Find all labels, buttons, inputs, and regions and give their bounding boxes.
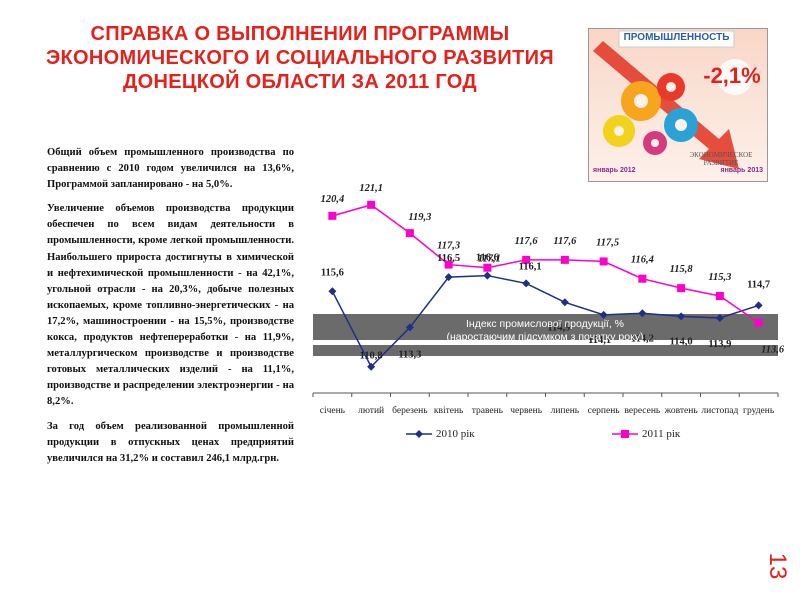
data-point — [367, 200, 376, 209]
promo-header: ПРОМЫШЛЕННОСТЬ — [623, 32, 730, 43]
x-tick-label: лютий — [358, 405, 384, 416]
data-label: 115,8 — [670, 264, 694, 275]
data-point — [405, 323, 414, 332]
industry-illustration: ПРОМЫШЛЕННОСТЬ -2,1% ЭКОНОМИЧЕСКОЕ РАЗВИ… — [588, 28, 768, 182]
x-tick-label: березень — [392, 405, 428, 416]
legend-label-2011: 2011 рік — [642, 428, 681, 440]
data-point — [483, 271, 492, 280]
data-point — [638, 274, 647, 283]
x-tick-label: червень — [510, 406, 542, 416]
chart-title-band-top — [313, 314, 778, 340]
promo-left-date: январь 2012 — [593, 167, 636, 174]
data-point — [328, 287, 337, 296]
summary-text: Общий объем промышленного производства п… — [47, 145, 294, 475]
legend-label-2010: 2010 рік — [436, 428, 475, 440]
data-point — [599, 310, 608, 319]
data-point — [754, 301, 763, 310]
x-tick-label: серпень — [588, 406, 621, 416]
data-label: 116,5 — [437, 253, 460, 264]
data-label: 110,8 — [360, 351, 383, 362]
data-label: 114,7 — [747, 279, 770, 290]
legend-item-2011: 2011 рік — [612, 428, 680, 440]
legend-marker-2011 — [612, 430, 638, 438]
chart-title-line-2: (наростаючим підсумком з початку року) — [446, 331, 643, 343]
x-tick-label: листопад — [701, 406, 738, 416]
data-label: 116,4 — [631, 255, 654, 266]
data-label: 120,4 — [321, 194, 345, 205]
legend-marker-2010 — [406, 430, 432, 438]
x-tick-label: жовтень — [664, 406, 699, 416]
data-label: 119,3 — [408, 212, 431, 223]
page-number: 13 — [764, 552, 791, 580]
x-tick-label: січень — [320, 406, 346, 416]
data-point — [522, 279, 531, 288]
industrial-index-chart: січень лютий березень квітень травень червень… — [312, 183, 785, 416]
promo-percent: -2,1% — [703, 63, 761, 88]
data-label: 114,9 — [547, 322, 570, 333]
data-point — [367, 362, 376, 371]
gear-orange-icon — [621, 81, 661, 121]
data-label: 114,2 — [631, 333, 654, 344]
x-tick-label: липень — [551, 406, 580, 416]
data-point — [522, 255, 531, 264]
slide-title: СПРАВКА О ВЫПОЛНЕНИИ ПРОГРАММЫ ЭКОНОМИЧЕ… — [46, 23, 554, 93]
data-label: 117,3 — [437, 241, 460, 252]
data-label: 113,9 — [708, 339, 731, 350]
x-tick-label: травень — [472, 406, 504, 416]
promo-caption: ЭКОНОМИЧЕСКОЕ РАЗВИТИЕ — [689, 151, 753, 167]
summary-paragraph-2: Увеличение объемов производства продукци… — [47, 203, 294, 408]
data-label: 115,6 — [321, 267, 344, 278]
data-label: 121,1 — [359, 183, 383, 194]
data-point — [638, 309, 647, 318]
summary-paragraph-1: Общий объем промышленного производства п… — [47, 147, 294, 191]
data-label: 115,3 — [708, 272, 731, 283]
data-point — [483, 263, 492, 272]
data-label: 116,1 — [519, 261, 542, 272]
series-line-0 — [331, 274, 759, 368]
legend-item-2010: 2010 рік — [406, 428, 475, 440]
x-tick-label: вересень — [624, 406, 660, 416]
data-label: 113,3 — [398, 349, 421, 360]
gear-pink-icon — [643, 131, 667, 155]
promo-right-date: январь 2013 — [720, 167, 763, 174]
data-label: 113,6 — [761, 345, 785, 356]
data-point — [754, 318, 763, 327]
data-point — [599, 257, 608, 266]
x-tick-label: квітень — [434, 406, 464, 416]
chart-title-band-bottom — [313, 345, 778, 356]
data-point — [328, 211, 337, 220]
data-label: 117,6 — [515, 236, 539, 247]
gears-icon — [589, 29, 767, 181]
data-label: 114,0 — [670, 336, 693, 347]
data-label: 117,6 — [553, 236, 577, 247]
gear-blue-icon — [664, 108, 698, 142]
data-label: 116,6 — [476, 253, 499, 264]
gear-red-icon — [657, 73, 685, 101]
data-point — [677, 284, 686, 293]
data-point — [444, 273, 453, 282]
series-line-1 — [332, 204, 760, 324]
data-point — [677, 312, 686, 321]
data-point — [405, 229, 414, 238]
data-point — [715, 292, 724, 300]
data-label: 117,5 — [596, 237, 619, 248]
x-tick-label: грудень — [743, 406, 775, 416]
data-label: 117,1 — [478, 254, 501, 265]
chart-title-line-1: Індекс промислової продукції, % — [466, 318, 624, 330]
data-point — [715, 314, 724, 322]
data-label: 114,1 — [588, 335, 611, 346]
gear-yellow-icon — [603, 115, 635, 147]
data-point — [560, 298, 569, 307]
summary-paragraph-3: За год объем реализованной промышленной … — [47, 420, 294, 464]
data-point — [560, 255, 569, 264]
data-point — [444, 260, 453, 269]
